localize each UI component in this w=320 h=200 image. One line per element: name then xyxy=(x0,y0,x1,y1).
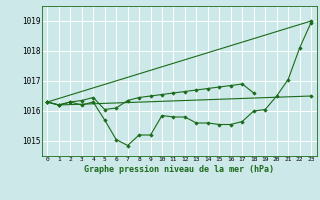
X-axis label: Graphe pression niveau de la mer (hPa): Graphe pression niveau de la mer (hPa) xyxy=(84,165,274,174)
